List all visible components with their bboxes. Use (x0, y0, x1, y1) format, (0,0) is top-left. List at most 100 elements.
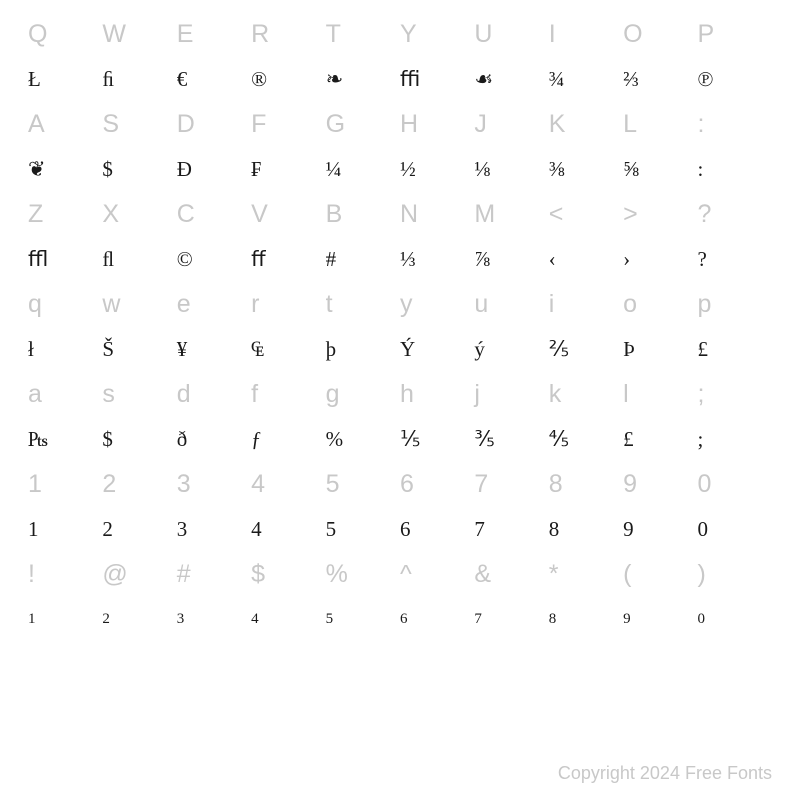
key-label: a (28, 372, 102, 416)
key-label: % (326, 552, 400, 596)
key-label: 7 (474, 462, 548, 506)
glyph-row: Łﬁ€®❧ﬃ☙¾⅔℗ (28, 56, 772, 102)
key-label: p (698, 282, 772, 326)
key-label: M (474, 192, 548, 236)
glyph-cell: % (326, 416, 400, 462)
keyboard-key-row: 1234567890 (28, 462, 772, 506)
glyph-cell: Ý (400, 326, 474, 372)
key-label: W (102, 12, 176, 56)
glyph-cell: $ (102, 146, 176, 192)
key-label: B (326, 192, 400, 236)
key-label: g (326, 372, 400, 416)
glyph-cell: 8 (549, 596, 623, 642)
glyph-cell: 4 (251, 506, 325, 552)
glyph-row: ₧$ðƒ%⅕⅗⅘£; (28, 416, 772, 462)
key-label: P (698, 12, 772, 56)
glyph-cell: ⅛ (474, 146, 548, 192)
glyph-cell: # (326, 236, 400, 282)
glyph-cell: ƒ (251, 416, 325, 462)
key-label: Q (28, 12, 102, 56)
glyph-cell: 2 (102, 596, 176, 642)
glyph-cell: Š (102, 326, 176, 372)
key-label: 5 (326, 462, 400, 506)
glyph-cell: Đ (177, 146, 251, 192)
copyright-text: Copyright 2024 Free Fonts (558, 763, 772, 784)
glyph-cell: 0 (698, 506, 772, 552)
glyph-cell: ? (698, 236, 772, 282)
key-label: ; (698, 372, 772, 416)
glyph-cell: 5 (326, 596, 400, 642)
key-label: o (623, 282, 697, 326)
key-label: F (251, 102, 325, 146)
key-label: & (474, 552, 548, 596)
key-label: s (102, 372, 176, 416)
glyph-cell: 9 (623, 506, 697, 552)
key-label: l (623, 372, 697, 416)
glyph-cell: 1 (28, 506, 102, 552)
glyph-cell: ł (28, 326, 102, 372)
key-label: f (251, 372, 325, 416)
glyph-row: łŠ¥₠þÝý⅖Þ£ (28, 326, 772, 372)
glyph-cell: 2 (102, 506, 176, 552)
glyph-cell: 8 (549, 506, 623, 552)
glyph-cell: 7 (474, 506, 548, 552)
glyph-cell: € (177, 56, 251, 102)
glyph-cell: ﬁ (102, 56, 176, 102)
glyph-cell: 5 (326, 506, 400, 552)
glyph-row: ❦$Đ₣¼½⅛⅜⅝: (28, 146, 772, 192)
key-label: k (549, 372, 623, 416)
glyph-cell: ¥ (177, 326, 251, 372)
glyph-cell: ₣ (251, 146, 325, 192)
key-label: 9 (623, 462, 697, 506)
key-label: w (102, 282, 176, 326)
key-label: y (400, 282, 474, 326)
key-label: L (623, 102, 697, 146)
glyph-cell: ⅕ (400, 416, 474, 462)
key-label: h (400, 372, 474, 416)
keyboard-key-row: QWERTYUIOP (28, 12, 772, 56)
key-label: 8 (549, 462, 623, 506)
glyph-cell: ⅔ (623, 56, 697, 102)
key-label: $ (251, 552, 325, 596)
key-label: N (400, 192, 474, 236)
key-label: d (177, 372, 251, 416)
key-label: @ (102, 552, 176, 596)
key-label: H (400, 102, 474, 146)
glyph-cell: ð (177, 416, 251, 462)
glyph-cell: ❧ (326, 56, 400, 102)
key-label: q (28, 282, 102, 326)
keyboard-key-row: ASDFGHJKL: (28, 102, 772, 146)
key-label: 0 (698, 462, 772, 506)
glyph-cell: 4 (251, 596, 325, 642)
key-label: # (177, 552, 251, 596)
glyph-cell: £ (623, 416, 697, 462)
key-label: ^ (400, 552, 474, 596)
glyph-cell: 6 (400, 506, 474, 552)
glyph-cell: ⅝ (623, 146, 697, 192)
glyph-cell: : (698, 146, 772, 192)
glyph-cell: ; (698, 416, 772, 462)
key-label: E (177, 12, 251, 56)
key-label: ? (698, 192, 772, 236)
key-label: u (474, 282, 548, 326)
glyph-cell: ⅓ (400, 236, 474, 282)
glyph-cell: ® (251, 56, 325, 102)
key-label: Z (28, 192, 102, 236)
key-label: t (326, 282, 400, 326)
glyph-cell: ⅜ (549, 146, 623, 192)
key-label: X (102, 192, 176, 236)
glyph-cell: ﬀ (251, 236, 325, 282)
glyph-cell: ₠ (251, 326, 325, 372)
key-label: O (623, 12, 697, 56)
key-label: K (549, 102, 623, 146)
glyph-cell: $ (102, 416, 176, 462)
key-label: ( (623, 552, 697, 596)
glyph-cell: ⅘ (549, 416, 623, 462)
glyph-cell: ﬃ (400, 56, 474, 102)
key-label: 3 (177, 462, 251, 506)
key-label: e (177, 282, 251, 326)
glyph-cell: 0 (698, 596, 772, 642)
glyph-row: 1234567890 (28, 506, 772, 552)
key-label: < (549, 192, 623, 236)
key-label: > (623, 192, 697, 236)
